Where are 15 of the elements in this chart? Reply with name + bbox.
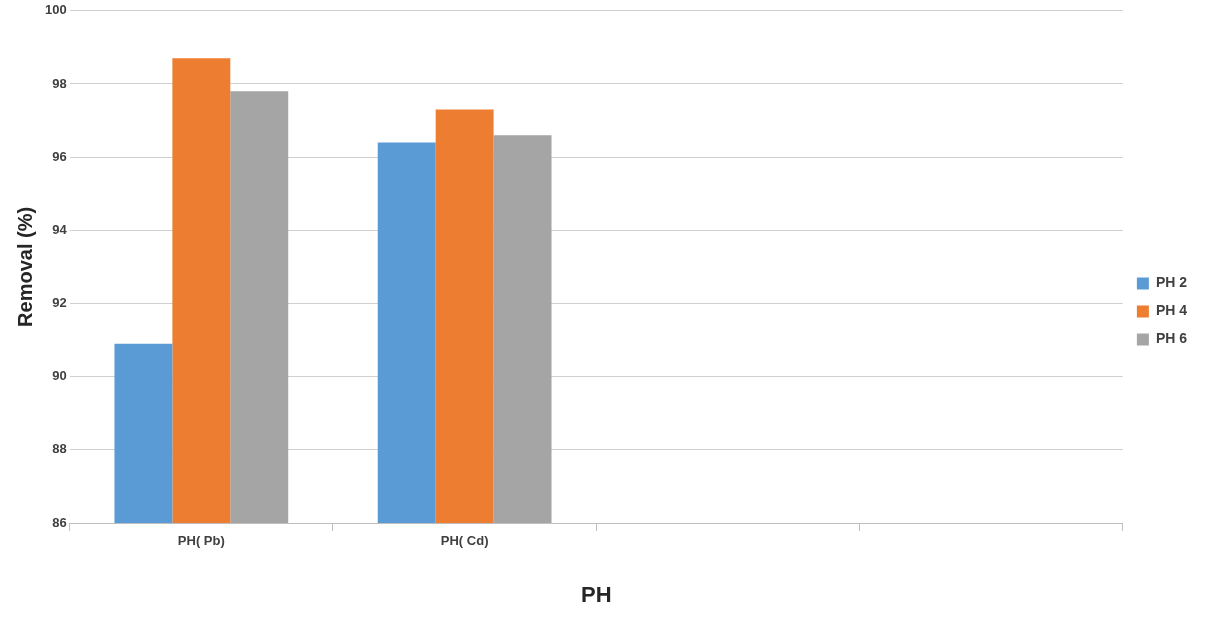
y-tick-label: 92 (52, 295, 67, 311)
y-tick-label: 86 (52, 514, 67, 530)
legend-label: PH 4 (1155, 302, 1188, 319)
y-tick-label: 90 (52, 368, 67, 384)
x-tick-label: PH( Cd) (440, 533, 489, 549)
x-tick-label: PH( Pb) (177, 533, 225, 549)
x-axis-title: PH (581, 581, 612, 607)
y-tick-label: 88 (52, 441, 67, 457)
legend-label: PH 6 (1155, 330, 1188, 347)
legend-label: PH 2 (1155, 274, 1188, 291)
y-tick-label: 96 (52, 148, 67, 164)
y-tick-label: 98 (52, 75, 67, 91)
y-tick-label: 100 (44, 2, 67, 18)
y-tick-label: 94 (52, 221, 68, 237)
y-axis-title: Removal (%) (13, 206, 36, 327)
